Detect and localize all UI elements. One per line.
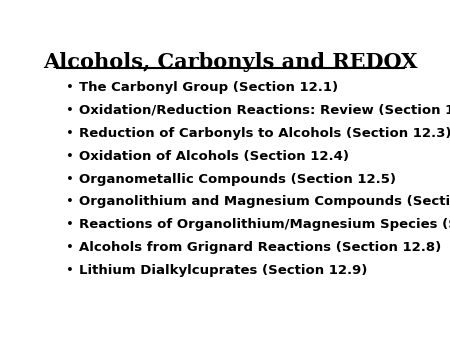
Text: The Carbonyl Group (Section 12.1): The Carbonyl Group (Section 12.1) [79,81,338,94]
Text: Oxidation/Reduction Reactions: Review (Section 12.2): Oxidation/Reduction Reactions: Review (S… [79,104,450,117]
Text: •: • [66,81,73,94]
Text: Reactions of Organolithium/Magnesium Species (Section 12.7): Reactions of Organolithium/Magnesium Spe… [79,218,450,231]
Text: •: • [66,218,73,231]
Text: Organometallic Compounds (Section 12.5): Organometallic Compounds (Section 12.5) [79,172,396,186]
Text: Organolithium and Magnesium Compounds (Section 12.6): Organolithium and Magnesium Compounds (S… [79,195,450,209]
Text: Oxidation of Alcohols (Section 12.4): Oxidation of Alcohols (Section 12.4) [79,150,349,163]
Text: •: • [66,172,73,186]
Text: •: • [66,264,73,277]
Text: •: • [66,150,73,163]
Text: Alcohols, Carbonyls and REDOX: Alcohols, Carbonyls and REDOX [43,52,418,72]
Text: •: • [66,241,73,254]
Text: Lithium Dialkylcuprates (Section 12.9): Lithium Dialkylcuprates (Section 12.9) [79,264,367,277]
Text: •: • [66,195,73,209]
Text: •: • [66,104,73,117]
Text: Reduction of Carbonyls to Alcohols (Section 12.3): Reduction of Carbonyls to Alcohols (Sect… [79,127,450,140]
Text: •: • [66,127,73,140]
Text: Alcohols from Grignard Reactions (Section 12.8): Alcohols from Grignard Reactions (Sectio… [79,241,441,254]
